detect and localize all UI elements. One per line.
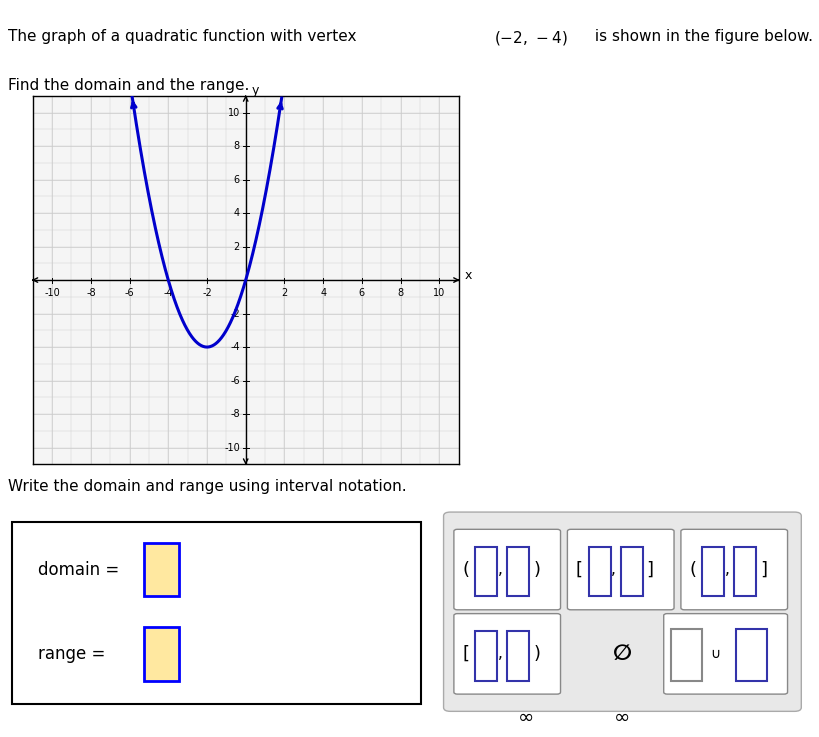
FancyBboxPatch shape bbox=[736, 629, 767, 681]
Text: 2: 2 bbox=[233, 242, 240, 251]
Text: range =: range = bbox=[38, 645, 111, 663]
Text: 8: 8 bbox=[233, 141, 240, 151]
FancyBboxPatch shape bbox=[621, 547, 643, 596]
Text: -6: -6 bbox=[230, 376, 240, 385]
FancyBboxPatch shape bbox=[507, 631, 529, 681]
FancyBboxPatch shape bbox=[589, 547, 611, 596]
Text: 6: 6 bbox=[359, 288, 365, 298]
FancyBboxPatch shape bbox=[671, 629, 702, 681]
FancyBboxPatch shape bbox=[475, 631, 497, 681]
Text: x: x bbox=[464, 268, 472, 282]
Text: [: [ bbox=[576, 561, 583, 579]
Text: 2: 2 bbox=[281, 288, 287, 298]
FancyBboxPatch shape bbox=[735, 547, 756, 596]
FancyBboxPatch shape bbox=[12, 522, 421, 704]
Text: ]: ] bbox=[760, 561, 767, 579]
Text: -4: -4 bbox=[230, 342, 240, 352]
Text: Write the domain and range using interval notation.: Write the domain and range using interva… bbox=[8, 479, 407, 494]
FancyBboxPatch shape bbox=[507, 547, 529, 596]
Text: ,: , bbox=[498, 562, 503, 577]
FancyBboxPatch shape bbox=[568, 529, 674, 609]
Text: (: ( bbox=[690, 561, 696, 579]
FancyBboxPatch shape bbox=[144, 542, 179, 596]
Text: ∞: ∞ bbox=[614, 708, 631, 727]
Text: ∞: ∞ bbox=[518, 708, 534, 727]
FancyBboxPatch shape bbox=[444, 512, 801, 711]
Text: domain =: domain = bbox=[38, 561, 124, 579]
Text: ,: , bbox=[498, 646, 503, 661]
Text: y: y bbox=[251, 84, 259, 97]
Text: -10: -10 bbox=[44, 288, 60, 298]
Text: Find the domain and the range.: Find the domain and the range. bbox=[8, 78, 250, 93]
Text: ,: , bbox=[725, 562, 730, 577]
Text: ]: ] bbox=[647, 561, 654, 579]
Text: ): ) bbox=[533, 561, 541, 579]
Text: 8: 8 bbox=[397, 288, 404, 298]
Text: -2: -2 bbox=[230, 309, 240, 318]
FancyBboxPatch shape bbox=[454, 614, 560, 694]
Text: ∅: ∅ bbox=[613, 644, 632, 664]
Text: -8: -8 bbox=[86, 288, 96, 298]
Text: 4: 4 bbox=[320, 288, 326, 298]
Text: The graph of a quadratic function with vertex: The graph of a quadratic function with v… bbox=[8, 29, 361, 44]
FancyBboxPatch shape bbox=[144, 627, 179, 681]
Text: ,: , bbox=[611, 562, 616, 577]
Text: $(-2,\,-4)$: $(-2,\,-4)$ bbox=[494, 29, 568, 47]
FancyBboxPatch shape bbox=[703, 547, 724, 596]
Text: 10: 10 bbox=[433, 288, 446, 298]
Text: -2: -2 bbox=[202, 288, 212, 298]
Text: -4: -4 bbox=[164, 288, 173, 298]
Text: 6: 6 bbox=[233, 175, 240, 184]
Text: is shown in the figure below.: is shown in the figure below. bbox=[590, 29, 813, 44]
Text: -6: -6 bbox=[124, 288, 134, 298]
FancyBboxPatch shape bbox=[454, 529, 560, 609]
Text: ): ) bbox=[533, 645, 541, 663]
FancyBboxPatch shape bbox=[681, 529, 788, 609]
Text: 4: 4 bbox=[233, 208, 240, 218]
FancyBboxPatch shape bbox=[475, 547, 497, 596]
Text: (: ( bbox=[462, 561, 469, 579]
Text: -10: -10 bbox=[224, 442, 240, 453]
Text: -8: -8 bbox=[230, 409, 240, 419]
Text: ∪: ∪ bbox=[710, 647, 721, 661]
FancyBboxPatch shape bbox=[663, 614, 788, 694]
Text: 10: 10 bbox=[228, 108, 240, 118]
Text: [: [ bbox=[462, 645, 469, 663]
